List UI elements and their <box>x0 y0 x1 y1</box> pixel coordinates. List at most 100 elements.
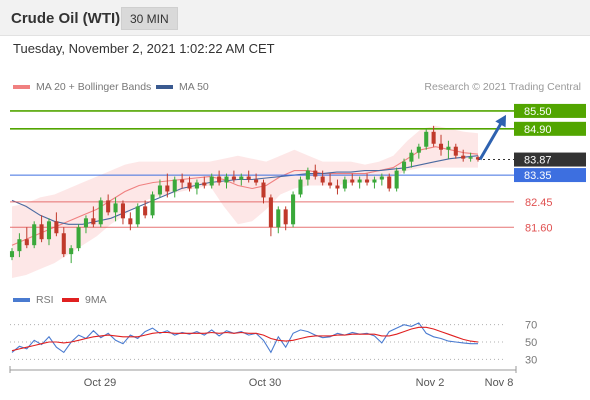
level-tag-84.90 <box>514 121 586 136</box>
level-label-82.45: 82.45 <box>525 197 553 209</box>
rsi-ma-legend-label: 9MA <box>85 294 107 306</box>
candle-body <box>461 155 466 159</box>
candle-body <box>209 176 214 186</box>
ma20-swatch <box>13 85 30 89</box>
candle-body <box>328 182 333 186</box>
candle-body <box>387 176 392 189</box>
forecast-arrow-head <box>495 114 506 128</box>
candle-body <box>365 179 370 183</box>
rsi-tick-50: 50 <box>525 337 537 349</box>
candle-body <box>357 179 362 183</box>
candle-body <box>39 224 44 240</box>
x-tick-nov-2: Nov 2 <box>416 377 445 389</box>
candle-body <box>157 185 162 195</box>
level-label-84.90: 84.90 <box>524 124 552 136</box>
x-tick-oct-30: Oct 30 <box>249 377 281 389</box>
candle-body <box>298 179 303 195</box>
x-tick-oct-29: Oct 29 <box>84 377 116 389</box>
candle-body <box>69 248 74 255</box>
candle-body <box>246 176 251 180</box>
candle-body <box>268 197 273 228</box>
candle-body <box>335 185 340 189</box>
rsi-series-9MA <box>11 326 479 352</box>
candle-body <box>135 206 140 225</box>
timestamp: Tuesday, November 2, 2021 1:02:22 AM CET <box>13 41 275 56</box>
rsi-tick-30: 30 <box>525 354 537 366</box>
candle-body <box>394 170 399 189</box>
candle-body <box>261 182 266 198</box>
forecast-arrow <box>478 119 505 161</box>
candle-body <box>431 131 436 144</box>
candle-body <box>224 176 229 183</box>
candle-body <box>475 157 481 160</box>
candle-body <box>453 146 458 156</box>
candle-body <box>276 209 281 228</box>
chart-header: Crude Oil (WTI) 30 MIN <box>0 0 590 36</box>
ma50-swatch <box>156 85 173 89</box>
legend-rsi: RSI <box>13 294 54 306</box>
candle-body <box>254 179 259 183</box>
ma20-line <box>11 146 479 246</box>
instrument-title: Crude Oil (WTI) <box>11 10 121 27</box>
candle-body <box>409 152 414 162</box>
candle-body <box>83 218 89 228</box>
level-tag-83.35 <box>514 168 586 183</box>
rsi-legend-label: RSI <box>36 294 54 306</box>
level-label-85.50: 85.50 <box>524 106 552 118</box>
legend-rsi-ma: 9MA <box>62 294 107 306</box>
candle-body <box>283 209 288 225</box>
candle-body <box>46 221 52 240</box>
ma50-legend-label: MA 50 <box>179 81 209 93</box>
candle-body <box>143 206 148 216</box>
rsi-series-RSI <box>11 322 478 354</box>
candle-body <box>61 233 66 255</box>
candle-body <box>438 143 444 150</box>
candle-body <box>468 157 473 159</box>
candle-body <box>416 146 421 153</box>
rsi-ma-swatch <box>62 298 79 302</box>
candle-body <box>217 176 222 183</box>
candle-body <box>120 203 125 219</box>
candle-body <box>76 227 81 249</box>
candle-body <box>379 176 384 180</box>
candle-body <box>446 146 451 150</box>
candle-body <box>150 194 155 216</box>
candle-body <box>313 170 318 177</box>
candle-body <box>342 179 347 189</box>
legend-ma20: MA 20 + Bollinger Bands <box>13 81 151 93</box>
ma20-legend-label: MA 20 + Bollinger Bands <box>36 81 152 93</box>
candle-body <box>202 182 207 186</box>
candle-body <box>172 179 177 192</box>
ma50-line <box>11 155 479 225</box>
legend-ma50: MA 50 <box>156 81 209 93</box>
level-tag-83.87 <box>514 152 586 167</box>
candle-body <box>291 194 296 225</box>
candle-body <box>187 182 192 189</box>
candle-body <box>9 251 15 258</box>
candle-body <box>180 179 185 183</box>
candle-body <box>128 218 133 225</box>
candle-body <box>305 170 310 180</box>
candle-body <box>54 221 59 234</box>
level-tag-85.50 <box>514 103 586 118</box>
candle-body <box>91 218 96 225</box>
interval-button[interactable]: 30 MIN <box>121 7 178 30</box>
candle-body <box>165 185 170 192</box>
candle-body <box>350 179 355 183</box>
level-label-83.35: 83.35 <box>524 170 552 182</box>
candle-body <box>32 224 37 246</box>
level-label-83.87: 83.87 <box>524 155 552 167</box>
candle-body <box>98 200 103 225</box>
candle-body <box>239 176 244 180</box>
candle-body <box>194 182 199 189</box>
candle-body <box>24 239 29 246</box>
rsi-tick-70: 70 <box>525 320 537 332</box>
candle-body <box>401 161 407 171</box>
credit-text: Research © 2021 Trading Central <box>424 81 581 93</box>
candle-body <box>231 176 236 180</box>
candle-body <box>320 176 325 183</box>
candle-body <box>106 200 111 213</box>
rsi-swatch <box>13 298 30 302</box>
candle-body <box>17 239 22 252</box>
